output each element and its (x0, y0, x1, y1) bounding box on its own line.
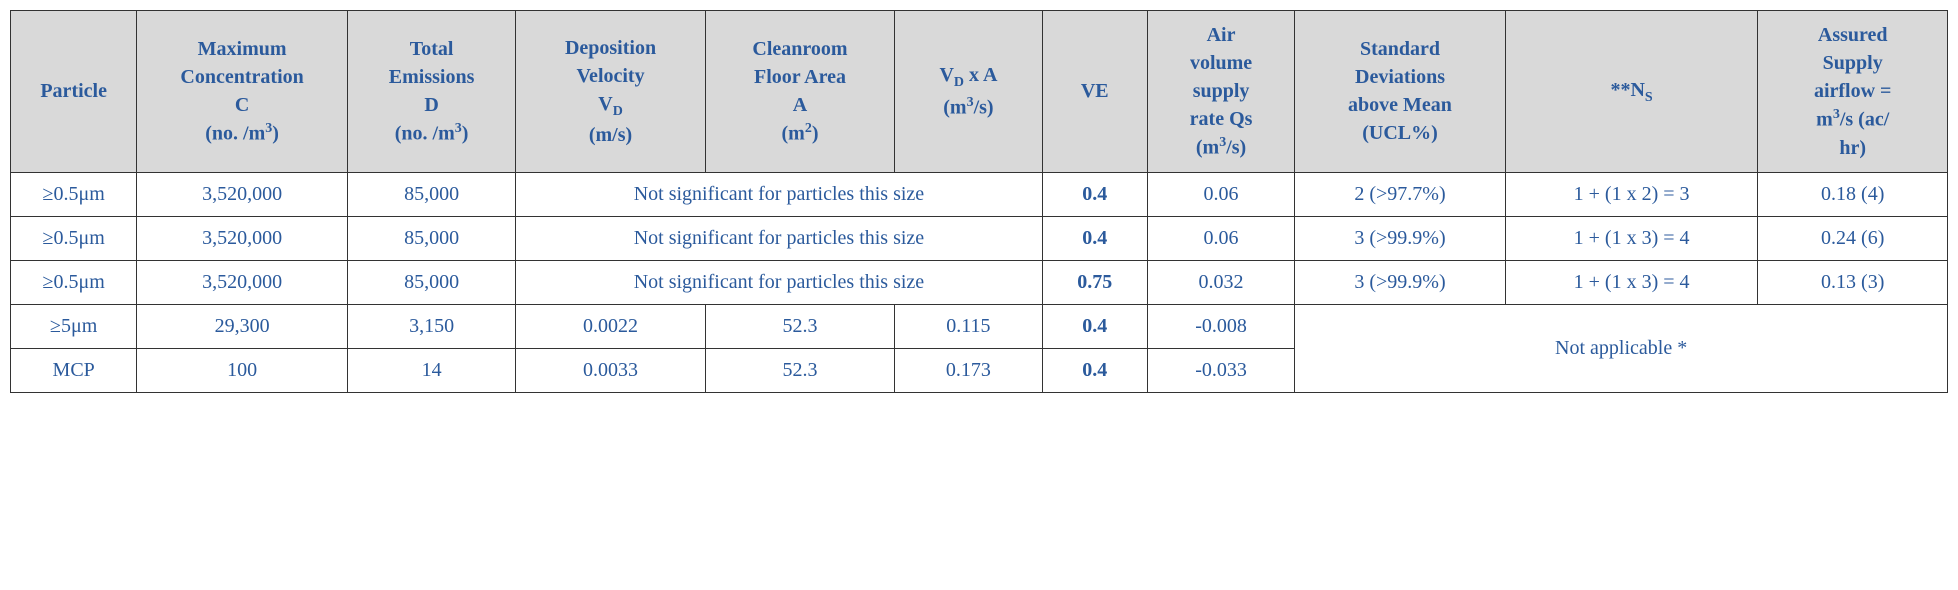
header-floor: CleanroomFloor AreaA(m2) (705, 11, 894, 173)
table-cell: 0.4 (1042, 348, 1147, 392)
table-cell: 52.3 (705, 348, 894, 392)
table-row: ≥0.5μm3,520,00085,000Not significant for… (11, 216, 1948, 260)
table-cell: 85,000 (347, 216, 515, 260)
table-row: ≥0.5μm3,520,00085,000Not significant for… (11, 172, 1948, 216)
table-cell: 2 (>97.7%) (1295, 172, 1506, 216)
table-cell: Not significant for particles this size (516, 216, 1042, 260)
table-cell: MCP (11, 348, 137, 392)
table-cell: 0.0033 (516, 348, 705, 392)
table-cell: 3,520,000 (137, 260, 348, 304)
header-particle: Particle (11, 11, 137, 173)
cleanroom-table: ParticleMaximumConcentrationC(no. /m3)To… (10, 10, 1948, 393)
header-assured: AssuredSupplyairflow =m3/s (ac/hr) (1758, 11, 1948, 173)
table-cell: Not applicable * (1295, 304, 1948, 392)
table-cell: 85,000 (347, 260, 515, 304)
table-cell: ≥0.5μm (11, 216, 137, 260)
table-cell: 0.0022 (516, 304, 705, 348)
header-emissions: TotalEmissionsD(no. /m3) (347, 11, 515, 173)
header-row: ParticleMaximumConcentrationC(no. /m3)To… (11, 11, 1948, 173)
table-cell: 0.24 (6) (1758, 216, 1948, 260)
table-cell: 0.032 (1147, 260, 1294, 304)
header-depvel: DepositionVelocityVD(m/s) (516, 11, 705, 173)
table-cell: 1 + (1 x 2) = 3 (1505, 172, 1758, 216)
table-cell: 0.4 (1042, 304, 1147, 348)
table-cell: 0.13 (3) (1758, 260, 1948, 304)
table-cell: -0.008 (1147, 304, 1294, 348)
table-cell: 3 (>99.9%) (1295, 260, 1506, 304)
header-maxconc: MaximumConcentrationC(no. /m3) (137, 11, 348, 173)
header-ns: **NS (1505, 11, 1758, 173)
table-cell: Not significant for particles this size (516, 172, 1042, 216)
table-cell: -0.033 (1147, 348, 1294, 392)
table-cell: 52.3 (705, 304, 894, 348)
table-cell: 0.4 (1042, 216, 1147, 260)
table-cell: 3,520,000 (137, 216, 348, 260)
table-cell: 0.75 (1042, 260, 1147, 304)
table-cell: 0.06 (1147, 216, 1294, 260)
table-cell: 100 (137, 348, 348, 392)
table-cell: ≥0.5μm (11, 260, 137, 304)
table-cell: 0.06 (1147, 172, 1294, 216)
table-cell: Not significant for particles this size (516, 260, 1042, 304)
table-head: ParticleMaximumConcentrationC(no. /m3)To… (11, 11, 1948, 173)
table-cell: 3 (>99.9%) (1295, 216, 1506, 260)
table-cell: 0.18 (4) (1758, 172, 1948, 216)
table-cell: 3,150 (347, 304, 515, 348)
table-row: ≥5μm29,3003,1500.002252.30.1150.4-0.008N… (11, 304, 1948, 348)
header-ve: VE (1042, 11, 1147, 173)
table-cell: 1 + (1 x 3) = 4 (1505, 216, 1758, 260)
table-cell: 85,000 (347, 172, 515, 216)
table-cell: 0.115 (895, 304, 1042, 348)
table-cell: 29,300 (137, 304, 348, 348)
table-cell: ≥0.5μm (11, 172, 137, 216)
table-cell: 0.4 (1042, 172, 1147, 216)
header-stddev: StandardDeviationsabove Mean(UCL%) (1295, 11, 1506, 173)
header-vda: VD x A(m3/s) (895, 11, 1042, 173)
table-cell: 1 + (1 x 3) = 4 (1505, 260, 1758, 304)
table-cell: 14 (347, 348, 515, 392)
header-airvol: Airvolumesupplyrate Qs(m3/s) (1147, 11, 1294, 173)
table-cell: 3,520,000 (137, 172, 348, 216)
table-body: ≥0.5μm3,520,00085,000Not significant for… (11, 172, 1948, 392)
table-row: ≥0.5μm3,520,00085,000Not significant for… (11, 260, 1948, 304)
table-cell: ≥5μm (11, 304, 137, 348)
table-cell: 0.173 (895, 348, 1042, 392)
